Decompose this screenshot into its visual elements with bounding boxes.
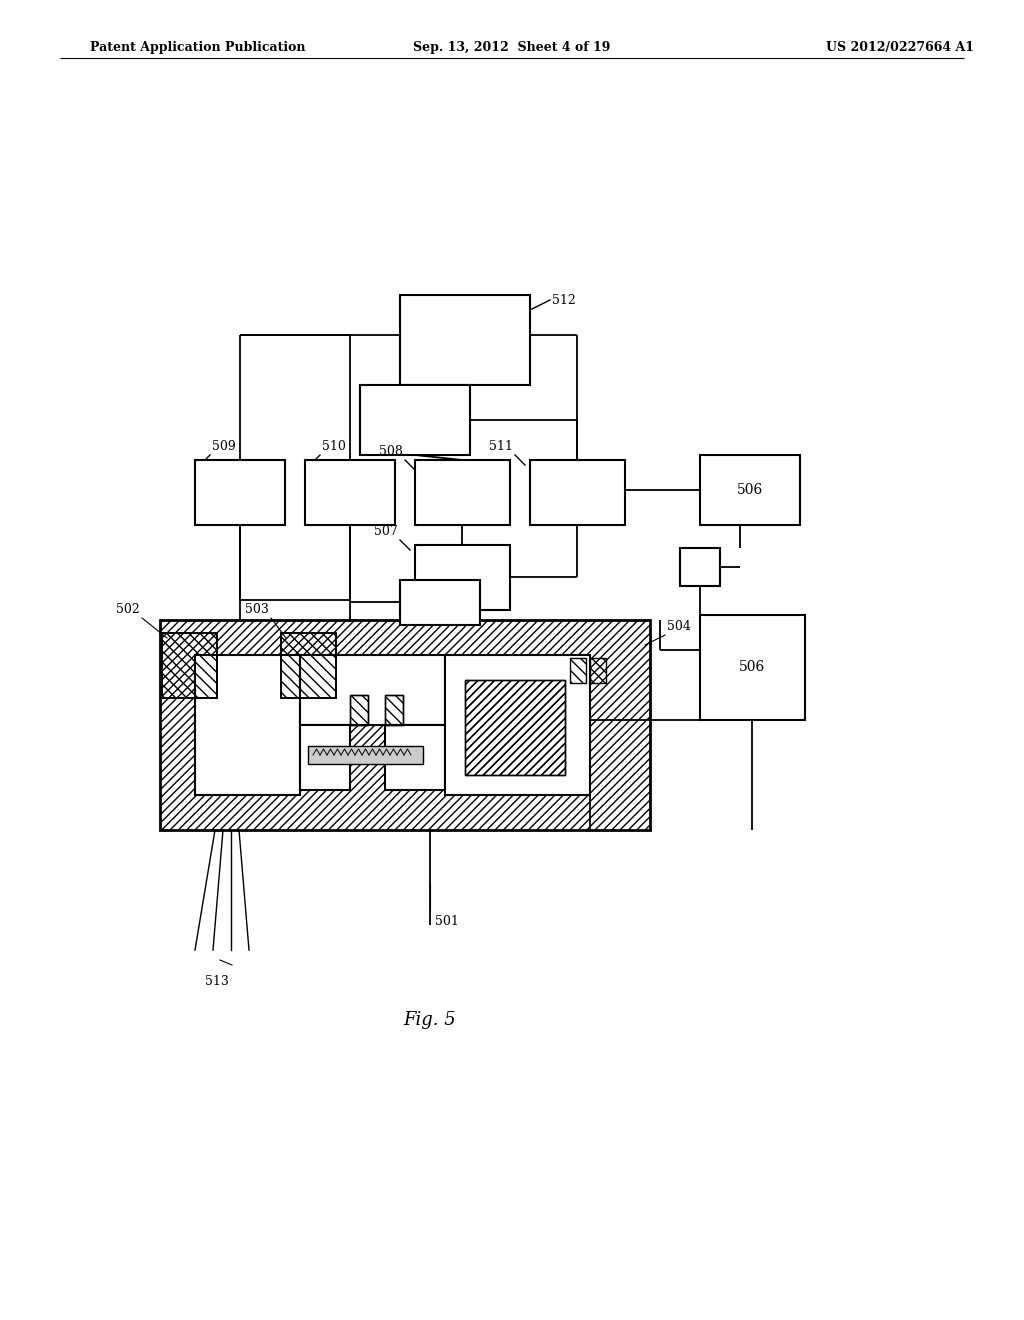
Text: 506: 506	[737, 483, 763, 498]
Text: Patent Application Publication: Patent Application Publication	[90, 41, 305, 54]
Text: 506: 506	[739, 660, 765, 675]
Bar	[160, 620, 650, 830]
Bar	[400, 294, 530, 385]
Bar	[162, 634, 217, 698]
Bar	[195, 655, 300, 795]
Bar	[385, 725, 445, 789]
Bar	[530, 459, 625, 525]
Text: 504: 504	[667, 620, 691, 634]
Text: 509: 509	[212, 440, 236, 453]
Bar	[590, 657, 606, 682]
Bar	[385, 696, 403, 725]
Bar	[445, 655, 590, 795]
Bar	[195, 459, 285, 525]
Text: 513: 513	[205, 975, 229, 987]
Bar	[360, 385, 470, 455]
Text: Fig. 5: Fig. 5	[403, 1011, 457, 1030]
Bar	[680, 548, 720, 586]
Bar	[350, 696, 368, 725]
Text: 502: 502	[117, 603, 140, 616]
Text: 510: 510	[322, 440, 346, 453]
Bar	[350, 696, 368, 725]
Bar	[400, 579, 480, 624]
Bar	[300, 725, 350, 789]
Bar	[162, 634, 217, 698]
Bar	[281, 634, 336, 698]
Bar	[700, 455, 800, 525]
Bar	[465, 680, 565, 775]
Bar	[281, 634, 336, 698]
Text: 501: 501	[435, 915, 459, 928]
Bar	[385, 696, 403, 725]
Text: 508: 508	[379, 445, 403, 458]
Bar	[415, 545, 510, 610]
Bar	[305, 459, 395, 525]
Bar	[465, 680, 565, 775]
Bar	[308, 746, 423, 764]
Text: 503: 503	[245, 603, 269, 616]
Text: 507: 507	[374, 525, 398, 539]
Bar	[300, 655, 445, 725]
Bar	[570, 657, 586, 682]
Bar	[415, 459, 510, 525]
Bar	[700, 615, 805, 719]
Text: US 2012/0227664 A1: US 2012/0227664 A1	[826, 41, 974, 54]
Text: 511: 511	[489, 440, 513, 453]
Text: Sep. 13, 2012  Sheet 4 of 19: Sep. 13, 2012 Sheet 4 of 19	[414, 41, 610, 54]
Bar	[160, 620, 650, 830]
Text: 512: 512	[552, 293, 575, 306]
Bar	[465, 680, 565, 775]
